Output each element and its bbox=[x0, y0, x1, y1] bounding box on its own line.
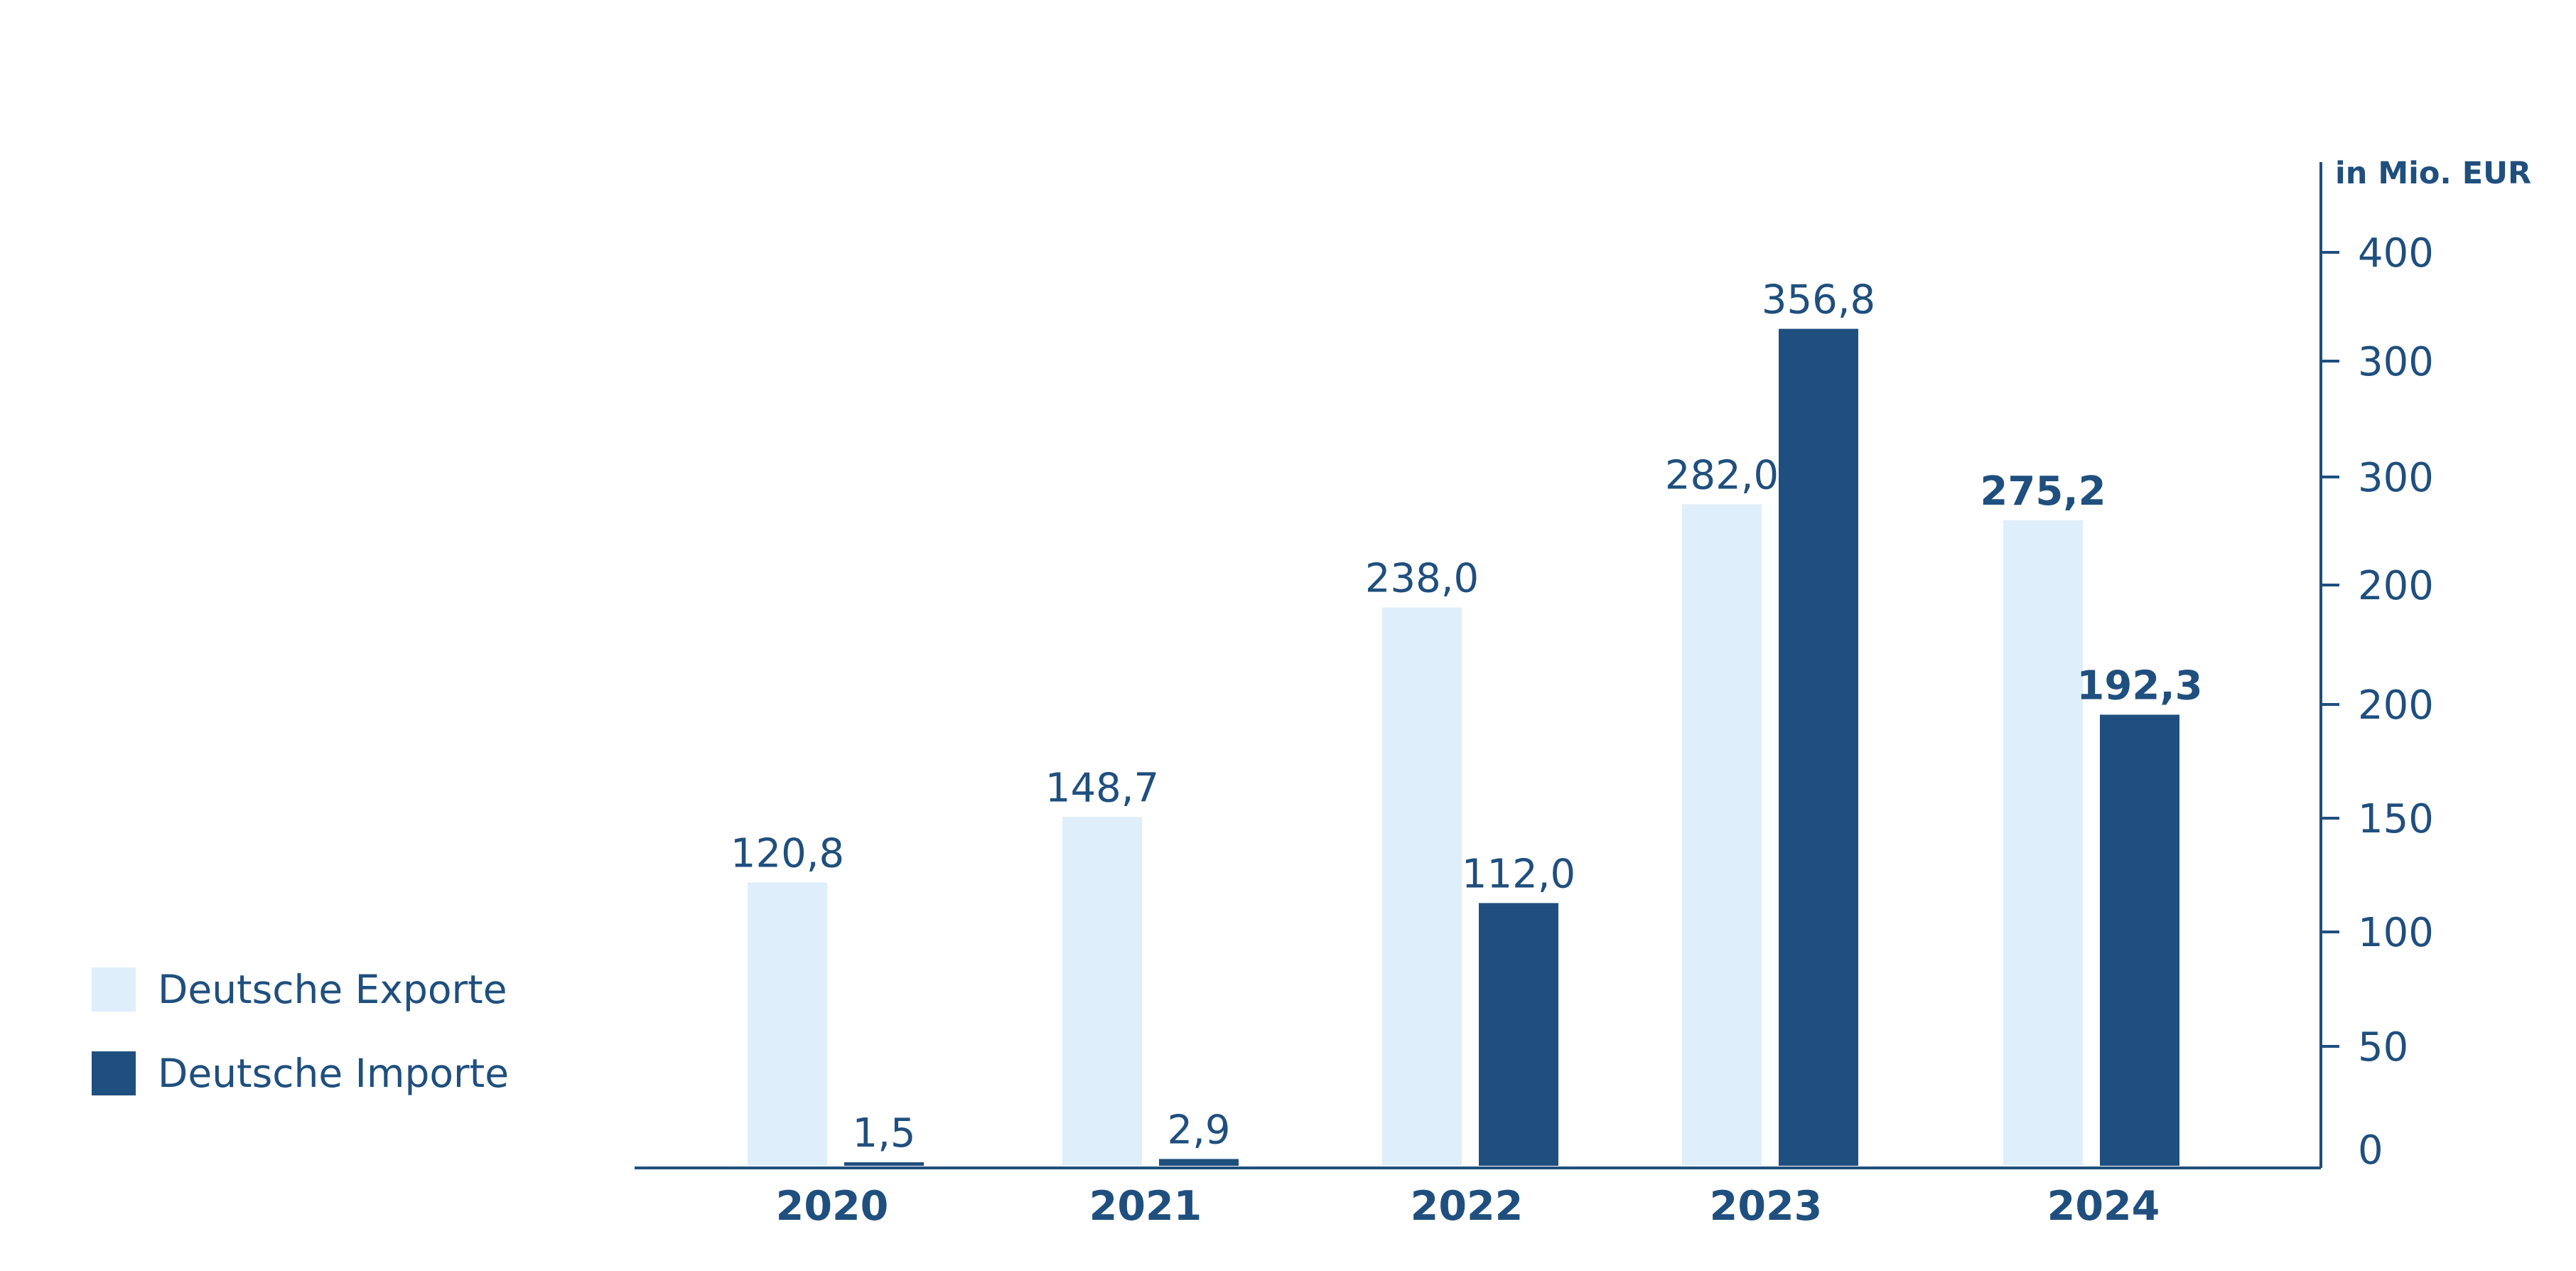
bar-imports-2023 bbox=[1779, 328, 1858, 1166]
value-label-exports-2024: 275,2 bbox=[1980, 468, 2106, 515]
y-tick-label-7: 300 bbox=[2358, 339, 2434, 385]
y-tick-label-5: 200 bbox=[2358, 563, 2434, 609]
x-tick-label-2020: 2020 bbox=[776, 1183, 889, 1230]
x-tick-label-2022: 2022 bbox=[1411, 1183, 1524, 1230]
value-label-exports-2021: 148,7 bbox=[1045, 765, 1159, 811]
bar-exports-2021 bbox=[1062, 817, 1142, 1166]
value-label-imports-2024: 192,3 bbox=[2076, 663, 2202, 709]
bar-imports-2024 bbox=[2100, 714, 2179, 1166]
legend-swatch-exports bbox=[92, 967, 136, 1012]
value-label-exports-2023: 282,0 bbox=[1665, 452, 1779, 498]
y-axis-unit-label: in Mio. EUR bbox=[2335, 156, 2531, 191]
x-tick-label-2021: 2021 bbox=[1089, 1183, 1202, 1230]
value-label-imports-2021: 2,9 bbox=[1167, 1107, 1230, 1153]
bar-imports-2020 bbox=[844, 1162, 924, 1166]
value-label-imports-2022: 112,0 bbox=[1462, 851, 1575, 897]
y-tick-label-0: 0 bbox=[2358, 1127, 2383, 1174]
x-tick-label-2023: 2023 bbox=[1710, 1183, 1823, 1230]
x-tick-label-2024: 2024 bbox=[2047, 1183, 2160, 1230]
y-tick-label-4: 200 bbox=[2358, 682, 2434, 729]
bar-exports-2024 bbox=[2003, 520, 2083, 1166]
y-tick-label-8: 400 bbox=[2358, 230, 2434, 277]
legend-label-exports: Deutsche Exporte bbox=[158, 967, 507, 1012]
value-label-imports-2023: 356,8 bbox=[1762, 277, 1875, 323]
bar-imports-2021 bbox=[1159, 1159, 1239, 1166]
y-tick-layer: 0 50 100 150 200 200 300 300 400 bbox=[2321, 230, 2434, 1174]
value-label-exports-2020: 120,8 bbox=[731, 830, 844, 876]
bar-exports-2020 bbox=[748, 882, 827, 1166]
value-label-imports-2020: 1,5 bbox=[852, 1110, 915, 1157]
value-label-layer: 120,8 148,7 238,0 282,0 275,2 1,5 2,9 112,0 356,… bbox=[731, 277, 2203, 1157]
bar-imports-2022 bbox=[1479, 903, 1558, 1166]
legend-label-imports: Deutsche Importe bbox=[158, 1051, 509, 1096]
y-tick-label-1: 50 bbox=[2358, 1024, 2408, 1071]
legend: Deutsche Exporte Deutsche Importe bbox=[92, 967, 509, 1096]
bar-layer bbox=[748, 328, 2179, 1166]
y-tick-label-2: 100 bbox=[2358, 910, 2434, 956]
bar-exports-2023 bbox=[1682, 504, 1762, 1166]
y-tick-label-6: 300 bbox=[2358, 455, 2434, 501]
bar-exports-2022 bbox=[1382, 607, 1462, 1166]
x-tick-label-layer: 2020 2021 2022 2023 2024 bbox=[776, 1183, 2160, 1230]
y-tick-label-3: 150 bbox=[2358, 796, 2434, 842]
value-label-exports-2022: 238,0 bbox=[1365, 556, 1479, 602]
legend-swatch-imports bbox=[92, 1051, 136, 1095]
